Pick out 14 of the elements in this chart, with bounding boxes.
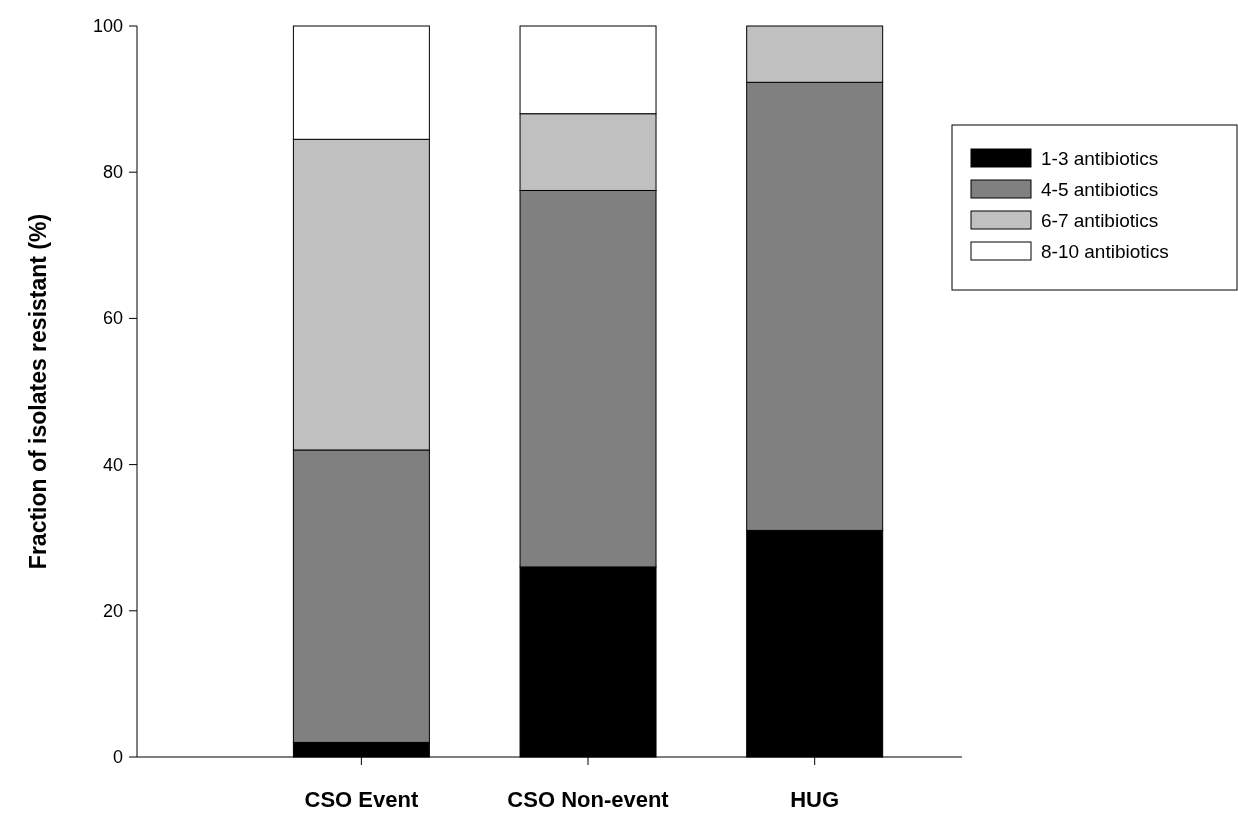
x-tick-label: HUG bbox=[790, 787, 840, 812]
legend-label: 4-5 antibiotics bbox=[1041, 179, 1159, 200]
x-tick-label: CSO Non-event bbox=[507, 787, 670, 812]
y-tick-label: 100 bbox=[92, 16, 123, 36]
y-tick-label: 20 bbox=[102, 600, 123, 621]
legend-label: 8-10 antibiotics bbox=[1041, 241, 1169, 262]
y-tick-label: 40 bbox=[102, 454, 123, 475]
y-tick-label: 80 bbox=[102, 162, 123, 183]
y-tick-label: 60 bbox=[102, 308, 123, 329]
legend-label: 6-7 antibiotics bbox=[1041, 210, 1159, 231]
legend-label: 1-3 antibiotics bbox=[1041, 148, 1159, 169]
y-tick-label: 0 bbox=[112, 747, 123, 767]
y-axis-title: Fraction of isolates resistant (%) bbox=[25, 213, 51, 570]
x-tick-label: CSO Event bbox=[304, 787, 419, 812]
